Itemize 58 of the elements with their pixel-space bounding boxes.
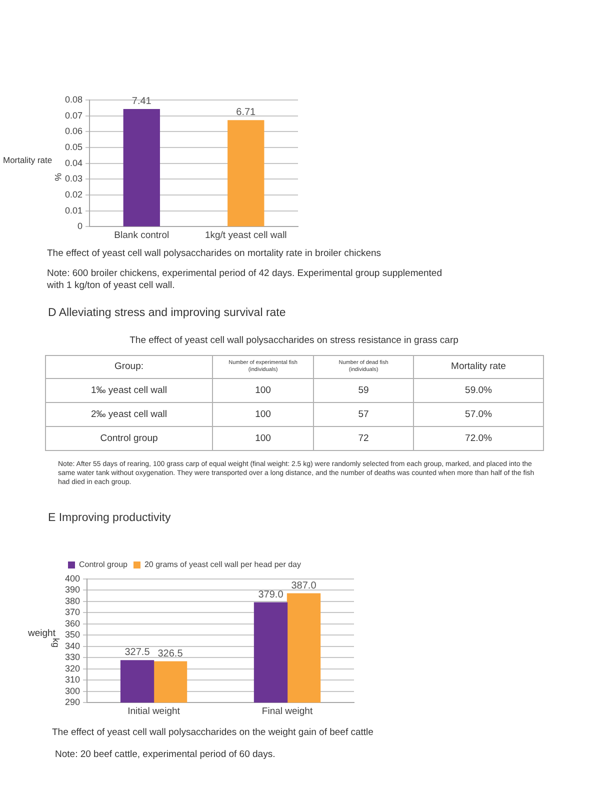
y-tick-label: 300 — [64, 686, 80, 696]
data-label: 327.5 — [124, 647, 150, 658]
text: Group: — [114, 361, 144, 373]
text: The effect of yeast cell wall polysaccharides on mortality rate in broiler chickens — [47, 248, 382, 260]
data-label: 379.0 — [258, 589, 284, 600]
y-tick-label: 370 — [64, 607, 80, 618]
data-label: 57.0% — [414, 402, 544, 426]
data-label: 100 — [212, 426, 314, 450]
y-tick-label: 0.02 — [64, 189, 83, 200]
x-tick-label: Final weight — [262, 706, 313, 717]
category-label: 1‰ yeast cell wall — [46, 378, 212, 402]
annotation: 6.71 — [236, 107, 256, 118]
text: D Alleviating stress and improving survival rate — [48, 307, 286, 321]
data-label: 100 — [212, 402, 314, 426]
data-label: 57 — [314, 402, 414, 426]
text: Note: 600 broiler chickens, experimental period of 42 days. Experimental group supplemented with 1 kg/ton of yeast cell wall. — [47, 268, 444, 292]
legend-label: 20 grams of yeast cell wall per head per day — [144, 560, 302, 570]
chart-title: E Improving productivity — [48, 512, 171, 526]
y-tick-label: 0.04 — [64, 158, 83, 168]
y-tick-label: 390 — [64, 584, 80, 595]
y-tick-label: 330 — [64, 652, 80, 662]
annotation: 7.41 — [132, 96, 152, 108]
y-tick-label: 0.06 — [64, 126, 83, 136]
y-tick-label: 320 — [64, 663, 80, 674]
data-label: 387.0 — [291, 580, 317, 592]
text: Mortality rate — [451, 361, 506, 373]
y-tick-label: 360 — [64, 618, 80, 628]
y-tick-label: 380 — [64, 596, 80, 606]
y-axis-title: weight — [28, 628, 56, 639]
text: % — [52, 173, 63, 182]
text: The effect of yeast cell wall polysaccharides on the weight gain of beef cattle — [52, 727, 374, 738]
data-label: 59 — [314, 378, 414, 402]
text: kg — [50, 638, 61, 648]
y-axis-title: Mortality rate — [3, 155, 52, 166]
y-tick-label: 0.07 — [64, 110, 83, 120]
category-label: 2‰ yeast cell wall — [46, 402, 212, 426]
data-label: 72.0% — [414, 426, 544, 450]
y-tick-label: 0.05 — [64, 142, 83, 152]
text: Note: 20 beef cattle, experimental period of 60 days. — [55, 749, 276, 760]
text: The effect of yeast cell wall polysaccharides on stress resistance in grass carp — [128, 335, 460, 347]
y-tick-label: 400 — [64, 573, 80, 584]
y-tick-label: 290 — [64, 697, 80, 708]
x-tick-label: Blank control — [114, 230, 170, 241]
data-label: 72 — [314, 426, 414, 450]
y-tick-label: 340 — [64, 640, 80, 651]
y-tick-label: 0 — [78, 221, 83, 232]
data-label: 326.5 — [158, 648, 184, 660]
x-tick-label: Initial weight — [128, 706, 180, 717]
y-tick-label: 310 — [64, 674, 80, 685]
y-tick-label: 0.03 — [64, 174, 83, 184]
y-tick-label: 0.01 — [64, 205, 83, 216]
x-tick-label: 1kg/t yeast cell wall — [204, 230, 287, 241]
legend-label: Control group — [79, 560, 128, 570]
category-label: Control group — [46, 426, 212, 450]
data-label: 59.0% — [414, 378, 544, 402]
y-tick-label: 350 — [64, 630, 80, 640]
data-label: 100 — [212, 378, 314, 402]
y-tick-label: 0.08 — [64, 94, 83, 104]
